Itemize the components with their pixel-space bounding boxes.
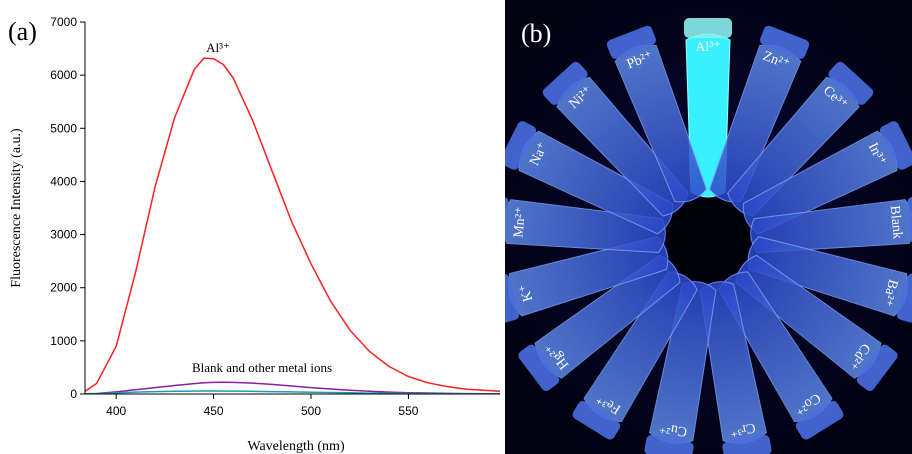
tube xyxy=(742,121,912,235)
x-tick-label: 550 xyxy=(398,404,418,418)
tube-label: Al³⁺ xyxy=(695,40,721,55)
y-tick-label: 0 xyxy=(70,387,77,401)
tube-cap xyxy=(505,273,520,323)
tube-label: Ba²⁺ xyxy=(878,278,900,308)
tube-cap xyxy=(572,400,621,440)
y-tick-label: 1000 xyxy=(50,334,77,348)
tube xyxy=(606,25,708,203)
tube xyxy=(708,25,810,203)
tube-cap xyxy=(760,25,810,59)
y-tick-label: 6000 xyxy=(50,68,77,82)
tube-cap xyxy=(684,18,732,38)
tube-cap xyxy=(606,25,656,59)
tube xyxy=(505,121,674,235)
tube-cap xyxy=(542,61,588,105)
tube-cap xyxy=(795,400,844,440)
annotation: Blank and other metal ions xyxy=(192,360,332,375)
series-line xyxy=(84,57,501,393)
x-tick-label: 450 xyxy=(204,404,224,418)
x-tick-label: 400 xyxy=(106,404,126,418)
series-line xyxy=(84,381,501,395)
tube-label: Cr³⁺ xyxy=(729,419,757,438)
tube-label: Cu²⁺ xyxy=(658,419,688,439)
y-tick-label: 4000 xyxy=(50,174,77,188)
tube xyxy=(542,61,689,217)
panel-label: (a) xyxy=(8,17,37,46)
photo: (b) Al³⁺Zn²⁺Ce³⁺In³⁺BlankBa²⁺Cd²⁺Co²⁺Cr³… xyxy=(505,0,912,454)
tube-body xyxy=(505,199,666,254)
tube xyxy=(718,271,844,440)
annotation: Al³⁺ xyxy=(206,40,230,55)
x-axis-label: Wavelength (nm) xyxy=(247,439,345,454)
tube xyxy=(505,236,669,323)
tube xyxy=(727,61,874,217)
y-tick-label: 7000 xyxy=(50,15,77,29)
tube xyxy=(699,281,772,454)
tube xyxy=(735,254,898,391)
center-hole xyxy=(666,198,750,282)
tube xyxy=(505,196,666,254)
tube-cap xyxy=(828,61,874,105)
panel-label: (b) xyxy=(521,19,551,48)
tube-label: Blank xyxy=(887,205,905,240)
tube-cap xyxy=(505,121,537,170)
tube xyxy=(684,18,732,198)
tube xyxy=(750,196,912,254)
series-line xyxy=(84,390,501,395)
tube-cap xyxy=(722,434,772,454)
y-tick-label: 5000 xyxy=(50,121,77,135)
tube-cap xyxy=(644,434,694,454)
chart: (a) Wavelength (nm) Fluorescence Intensi… xyxy=(8,15,501,454)
tube-cap xyxy=(518,344,560,391)
tube xyxy=(572,271,698,440)
tube xyxy=(518,254,681,391)
y-axis-label: Fluorescence Intensity (a.u.) xyxy=(9,128,24,288)
y-tick-label: 3000 xyxy=(50,228,77,242)
x-tick-label: 500 xyxy=(301,404,321,418)
tube xyxy=(644,281,717,454)
tube-cap xyxy=(879,121,912,170)
tube-label: Mn²⁺ xyxy=(511,206,529,238)
tube-cap xyxy=(856,344,898,391)
y-tick-label: 2000 xyxy=(50,281,77,295)
tube-label: K⁺ xyxy=(517,282,536,303)
